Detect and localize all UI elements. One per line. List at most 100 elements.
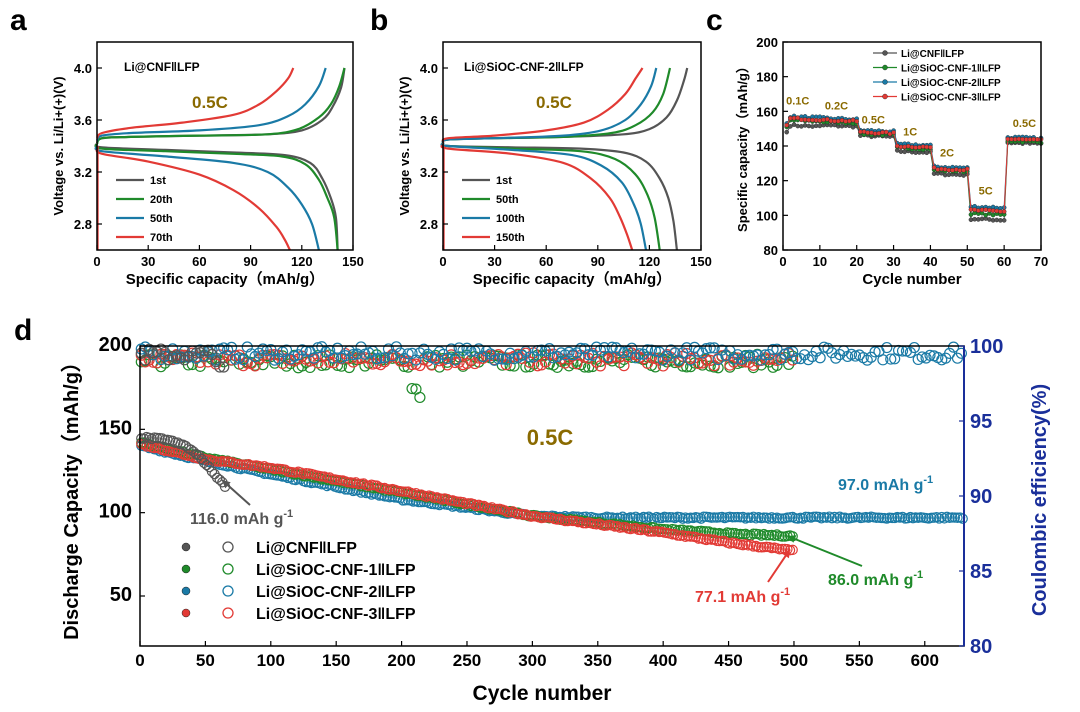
capacity-point-Li@SiOC-CNF-3‖LFP xyxy=(685,531,696,542)
capacity-point-Li@SiOC-CNF-3‖LFP xyxy=(719,535,730,547)
rate-point-Li@SiOC-CNF-3‖LFP xyxy=(1001,209,1007,214)
y-tick-label-c: 120 xyxy=(756,174,778,189)
rate-point-Li@SiOC-CNF-3‖LFP xyxy=(795,115,801,121)
ce-point-Li@SiOC-CNF-2‖LFP xyxy=(551,350,563,363)
capacity-point-Li@SiOC-CNF-3‖LFP xyxy=(279,464,291,475)
charge-curve-150th xyxy=(441,67,644,143)
legend-label: Li@SiOC-CNF-3‖LFP xyxy=(901,93,1001,104)
ce-point-Li@SiOC-CNF-2‖LFP xyxy=(794,353,807,365)
capacity-point-Li@SiOC-CNF-3‖LFP xyxy=(426,491,437,502)
capacity-point-Li@SiOC-CNF-3‖LFP xyxy=(405,487,416,499)
legend-label: 70th xyxy=(150,232,173,244)
capacity-point-Li@SiOC-CNF-3‖LFP xyxy=(643,526,654,537)
ce-point-Li@SiOC-CNF-2‖LFP xyxy=(626,342,638,354)
legend-label: 1st xyxy=(150,175,166,187)
legend-label: 50th xyxy=(496,194,519,206)
rate-point-Li@SiOC-CNF-1‖LFP xyxy=(968,212,974,217)
ce-point-Li@SiOC-CNF-1‖LFP xyxy=(343,361,355,374)
capacity-point-Li@SiOC-CNF-2‖LFP xyxy=(871,512,882,523)
y-tick-label-d: 50 xyxy=(110,584,132,606)
ce-point-Li@SiOC-CNF-2‖LFP xyxy=(743,349,756,361)
ce-point-Li@SiOC-CNF-3‖LFP xyxy=(724,359,736,371)
panel-a: a 0 30 60 90 120 150 2.8 3.2 3.6 4.0 Specific capac… xyxy=(10,4,364,288)
charge-curve-70th xyxy=(96,67,295,139)
x-tick-label-b: 60 xyxy=(539,254,553,269)
ce-point-Li@SiOC-CNF-2‖LFP xyxy=(924,349,936,361)
ce-point-Li@SiOC-CNF-2‖LFP xyxy=(327,352,340,364)
panel-d: d 0 50 100 150 200 250 300 350 400 450 500 550 600 50 1… xyxy=(14,314,1051,705)
capacity-point-Li@SiOC-CNF-2‖LFP xyxy=(936,511,947,523)
capacity-point-Li@SiOC-CNF-3‖LFP xyxy=(238,459,249,470)
ce-point-Li@SiOC-CNF-2‖LFP xyxy=(496,353,508,365)
capacity-point-Li@SiOC-CNF-3‖LFP xyxy=(750,540,762,552)
ce-point-Li@SiOC-CNF-2‖LFP xyxy=(685,354,697,366)
capacity-point-Li@SiOC-CNF-3‖LFP xyxy=(371,480,382,491)
y-tick-label-a: 3.2 xyxy=(74,165,92,180)
capacity-point-Li@SiOC-CNF-2‖LFP xyxy=(727,512,738,523)
x-tick-label-d: 450 xyxy=(714,651,742,670)
ce-point-Li@SiOC-CNF-2‖LFP xyxy=(590,341,603,353)
capacity-point-Li@SiOC-CNF-3‖LFP xyxy=(245,460,257,471)
ce-point-Li@SiOC-CNF-2‖LFP xyxy=(802,354,814,366)
legend-label: 20th xyxy=(150,194,173,206)
rate-point-Li@CNF‖LFP xyxy=(810,124,815,129)
capacity-annotation: 86.0 mAh g-1 xyxy=(828,569,923,589)
capacity-point-Li@SiOC-CNF-3‖LFP xyxy=(593,518,605,529)
ce-point-Li@SiOC-CNF-3‖LFP xyxy=(469,357,481,370)
ce-point-Li@CNF‖LFP xyxy=(202,344,214,356)
plot-frame-a xyxy=(96,41,354,251)
y-tick-label-a: 3.6 xyxy=(74,113,92,128)
ce-point-Li@SiOC-CNF-2‖LFP xyxy=(708,342,720,354)
rate-point-Li@SiOC-CNF-3‖LFP xyxy=(883,129,889,135)
x-tick-label-c: 20 xyxy=(849,254,863,269)
capacity-point-Li@SiOC-CNF-2‖LFP xyxy=(617,511,628,522)
capacity-point-Li@SiOC-CNF-3‖LFP xyxy=(690,531,702,543)
x-tick-label-c: 70 xyxy=(1034,254,1048,269)
capacity-point-Li@CNF‖LFP xyxy=(214,474,225,485)
ce-point-Li@CNF‖LFP xyxy=(218,361,230,373)
ce-point-Li@SiOC-CNF-2‖LFP xyxy=(394,347,406,359)
ce-point-Li@SiOC-CNF-3‖LFP xyxy=(559,357,571,369)
capacity-point-Li@SiOC-CNF-2‖LFP xyxy=(831,513,843,524)
capacity-point-Li@SiOC-CNF-3‖LFP xyxy=(350,477,362,488)
y2-tick-label-d: 95 xyxy=(970,411,992,433)
ce-point-Li@SiOC-CNF-2‖LFP xyxy=(696,347,709,359)
ce-point-Li@SiOC-CNF-2‖LFP xyxy=(759,349,771,361)
capacity-point-Li@SiOC-CNF-3‖LFP xyxy=(324,472,335,483)
legend-label: Li@SiOC-CNF-1‖LFP xyxy=(256,562,416,579)
ce-point-Li@SiOC-CNF-2‖LFP xyxy=(869,346,881,358)
ce-point-Li@SiOC-CNF-3‖LFP xyxy=(241,357,253,369)
rate-label: 5C xyxy=(979,186,993,198)
ce-point-Li@CNF‖LFP xyxy=(143,343,155,355)
rate-point-Li@SiOC-CNF-3‖LFP xyxy=(964,166,970,172)
y-tick-label-c: 180 xyxy=(756,70,778,85)
x-tick-label-d: 350 xyxy=(584,651,612,670)
x-tick-label-b: 90 xyxy=(591,254,605,269)
legend-open-marker xyxy=(222,563,234,575)
x-tick-label-c: 0 xyxy=(779,254,786,269)
capacity-point-Li@SiOC-CNF-3‖LFP xyxy=(559,515,571,527)
x-tick-label-a: 0 xyxy=(93,254,100,269)
y-tick-label-c: 80 xyxy=(764,243,778,258)
y-tick-label-c: 200 xyxy=(756,35,778,50)
capacity-point-Li@SiOC-CNF-3‖LFP xyxy=(745,539,757,550)
ce-point-Li@SiOC-CNF-2‖LFP xyxy=(249,350,261,363)
ce-point-Li@SiOC-CNF-2‖LFP xyxy=(830,352,842,364)
x-axis-label: Cycle number xyxy=(473,682,612,705)
ce-point-Li@SiOC-CNF-2‖LFP xyxy=(688,341,701,353)
discharge-curve-1st xyxy=(440,142,678,251)
capacity-point-Li@SiOC-CNF-2‖LFP xyxy=(664,512,675,523)
y2-tick-label-d: 90 xyxy=(970,486,992,508)
capacity-point-Li@SiOC-CNF-2‖LFP xyxy=(813,511,825,523)
capacity-point-Li@SiOC-CNF-2‖LFP xyxy=(643,511,654,522)
x-tick-label-b: 0 xyxy=(439,254,446,269)
charge-curve-50th xyxy=(96,67,327,142)
ce-point-Li@SiOC-CNF-2‖LFP xyxy=(657,354,669,366)
ce-point-Li@SiOC-CNF-2‖LFP xyxy=(500,353,512,366)
capacity-point-Li@SiOC-CNF-3‖LFP xyxy=(640,524,652,536)
capacity-point-Li@SiOC-CNF-3‖LFP xyxy=(478,500,490,512)
ce-point-Li@SiOC-CNF-2‖LFP xyxy=(535,344,548,356)
y-tick-label-d: 200 xyxy=(99,334,132,356)
panel-title: Li@SiOC-CNF-2‖LFP xyxy=(464,60,584,74)
legend-label: Li@CNF‖LFP xyxy=(901,49,964,60)
